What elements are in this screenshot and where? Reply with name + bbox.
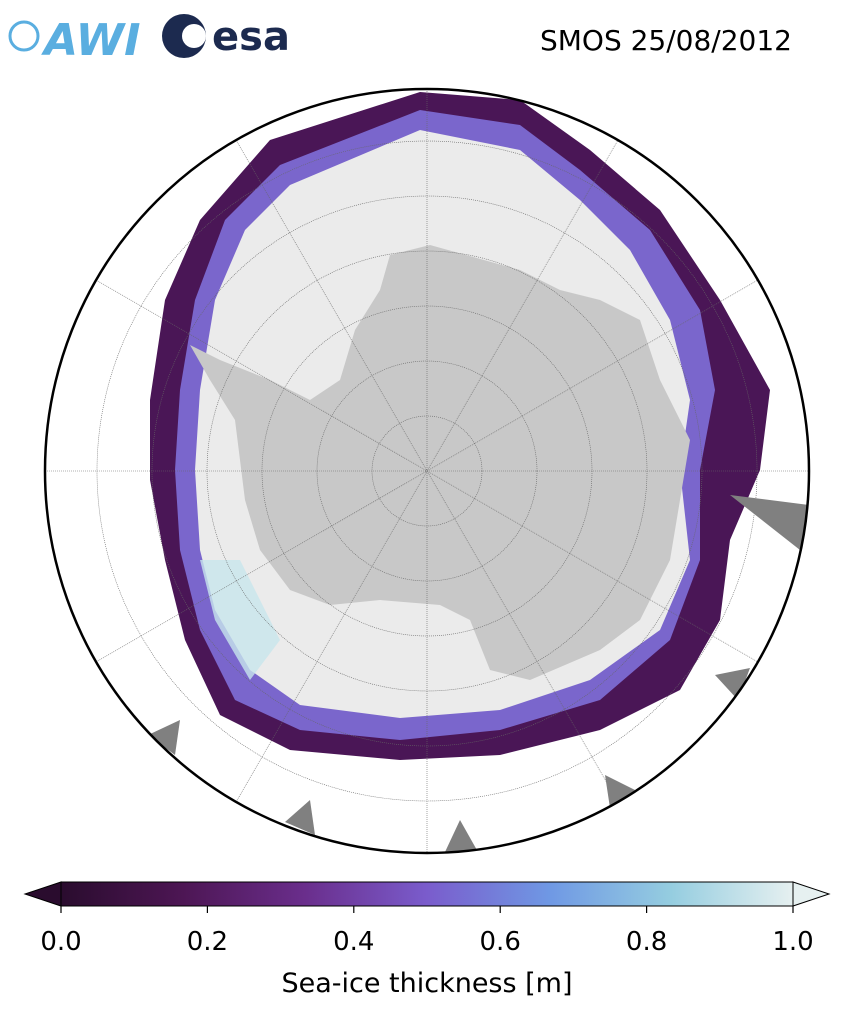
colorbar-extend-low	[23, 881, 62, 907]
antarctica	[190, 245, 690, 680]
colorbar-tick-label: 0.8	[626, 927, 667, 957]
no-data	[148, 495, 809, 852]
colorbar-label: Sea-ice thickness [m]	[281, 968, 572, 999]
colorbar: 0.0 0.2 0.4 0.6 0.8 1.0	[23, 881, 831, 957]
esa-logo-text: esa	[212, 14, 290, 60]
sea-ice-thin-patch	[200, 560, 280, 680]
awi-logo: AWI	[8, 15, 141, 66]
graticule	[45, 89, 809, 853]
colorbar-tick-label: 0.4	[333, 927, 374, 957]
colorbar-tick-label: 0.2	[187, 927, 228, 957]
esa-logo: esa	[162, 14, 290, 60]
colorbar-tick-label: 0.6	[480, 927, 521, 957]
map-boundary	[43, 87, 811, 855]
map	[45, 89, 809, 853]
colorbar-tick-label: 0.0	[40, 927, 81, 957]
map-title: SMOS 25/08/2012	[540, 24, 792, 57]
colorbar-extend-high	[792, 881, 831, 907]
colorbar-gradient	[60, 881, 794, 907]
colorbar-tick-label: 1.0	[772, 927, 813, 957]
awi-logo-text: AWI	[41, 15, 141, 66]
